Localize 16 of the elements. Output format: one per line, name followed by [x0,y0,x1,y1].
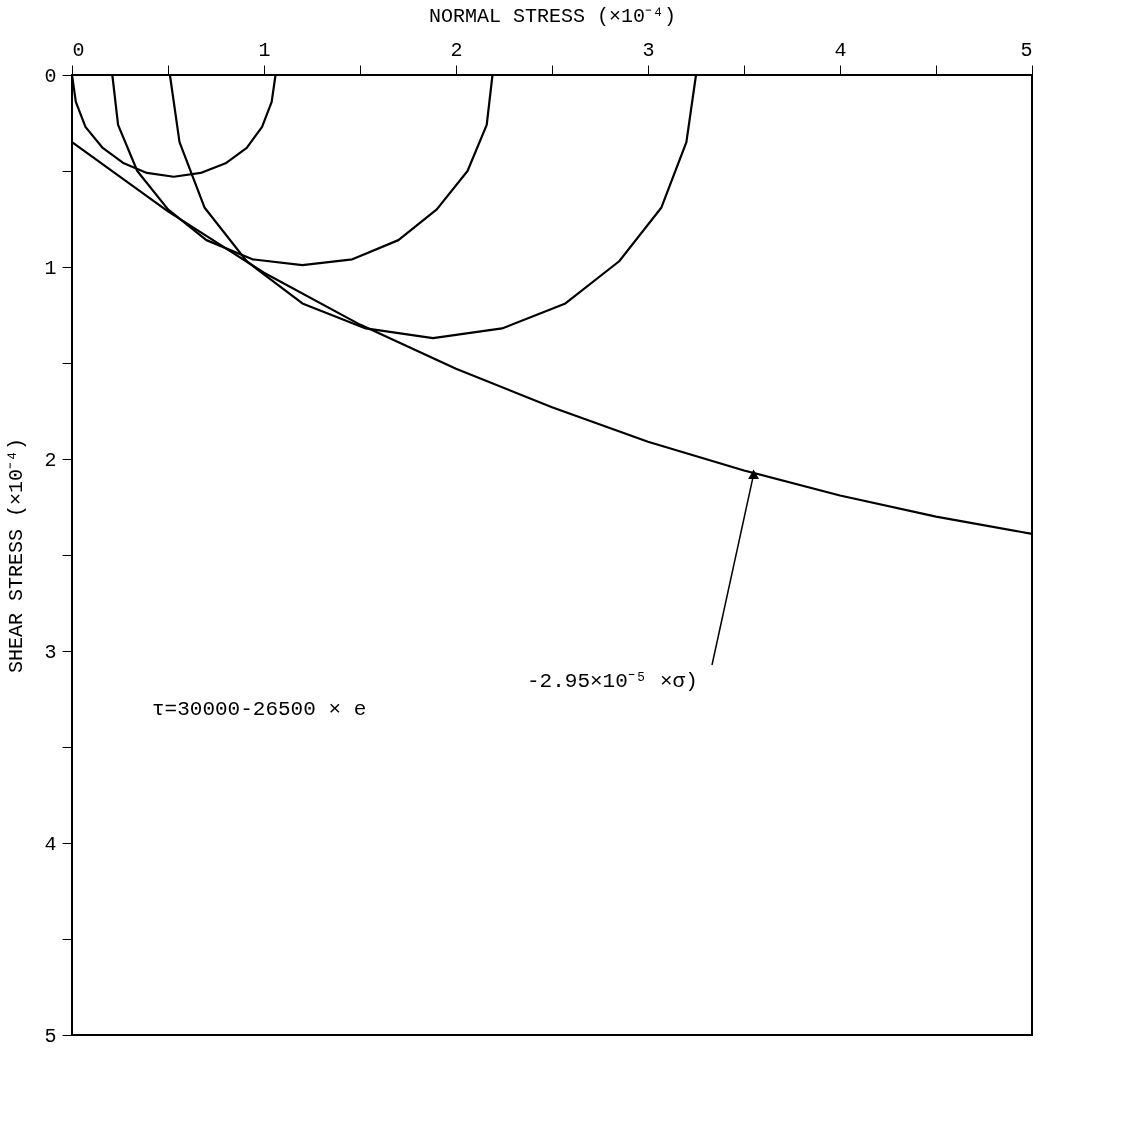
annotation: τ=30000-26500 × e [152,698,367,721]
x-tick-label: 5 [1020,38,1033,62]
y-tick-label: 4 [44,832,57,856]
x-axis-title: NORMAL STRESS (×10⁻⁴) [428,4,677,28]
y-tick-label: 2 [44,448,57,472]
y-tick-label: 0 [44,64,57,88]
x-tick-label: 4 [834,38,847,62]
annotation: -2.95×10⁻⁵ ×σ) [527,670,698,693]
y-tick-label: 1 [44,256,57,280]
y-tick-label: 3 [44,640,57,664]
x-tick-label: 1 [258,38,271,62]
y-tick-label: 5 [44,1024,57,1048]
x-tick-label: 2 [450,38,463,62]
y-axis-title: SHEAR STRESS (×10⁻⁴) [5,437,29,674]
x-tick-label: 0 [72,38,85,62]
x-tick-label: 3 [642,38,655,62]
